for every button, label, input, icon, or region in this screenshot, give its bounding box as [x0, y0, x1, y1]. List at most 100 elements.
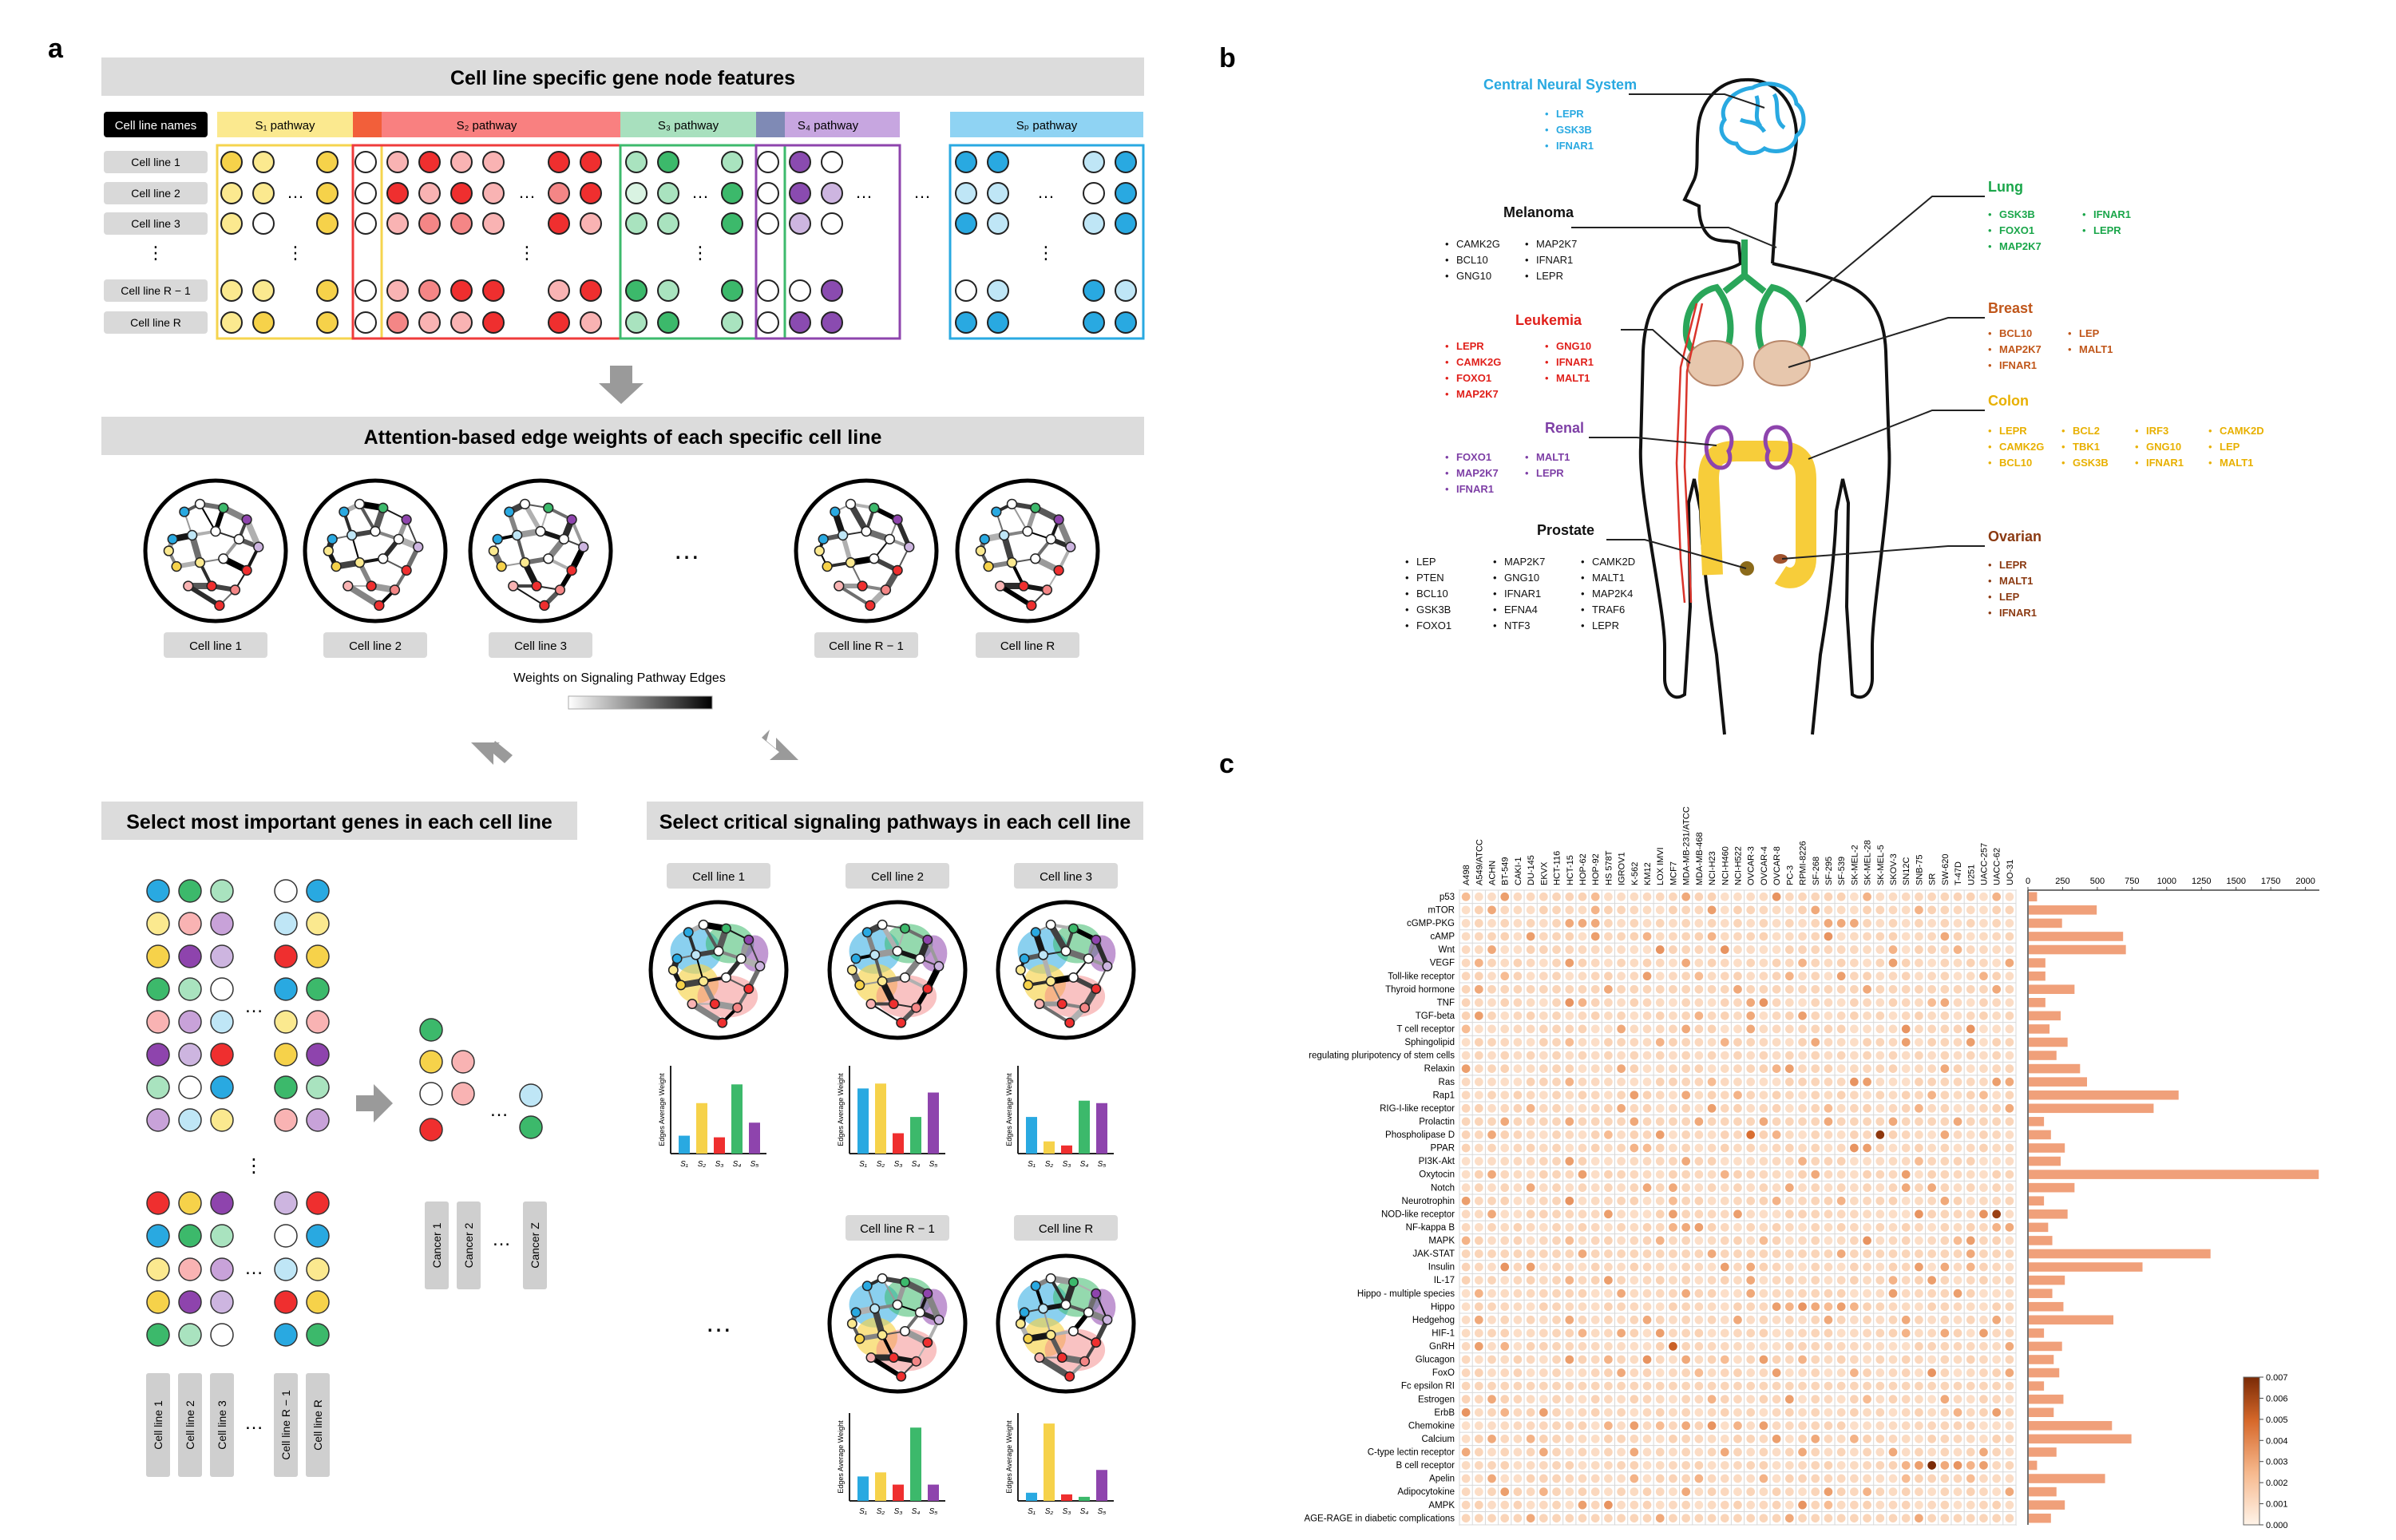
heatmap-cell — [1940, 984, 1950, 994]
cancer-group-title: Breast — [1988, 300, 2033, 316]
heatmap-cell — [1901, 1103, 1911, 1113]
heatmap-cell — [1836, 1222, 1846, 1232]
heatmap-cell — [1992, 1368, 2002, 1377]
heatmap-cell — [1617, 1474, 1626, 1483]
heatmap-cell — [1681, 1024, 1691, 1034]
heatmap-cell — [1694, 1077, 1704, 1087]
row-label: Sphingolipid — [1404, 1038, 1455, 1047]
leader-line — [1621, 329, 1691, 364]
crit-label-box — [846, 863, 949, 889]
heatmap-cell — [1669, 1328, 1677, 1338]
heatmap-cell — [1824, 1328, 1833, 1338]
heatmap-cell — [1979, 932, 1988, 941]
heatmap-cell — [1992, 1328, 2002, 1338]
heatmap-cell — [1630, 1038, 1639, 1047]
heatmap-cell — [1552, 1196, 1561, 1205]
heatmap-cell — [1694, 1289, 1704, 1298]
gene-node — [418, 311, 441, 334]
heatmap-cell — [1784, 1183, 1794, 1193]
heatmap-cell — [1784, 1328, 1794, 1338]
gene-name: LEP — [1416, 556, 1436, 568]
heatmap-cell — [1565, 919, 1574, 928]
heatmap-cell — [1733, 892, 1742, 901]
heatmap-cell — [1461, 1407, 1471, 1417]
heatmap-cell — [1940, 1355, 1950, 1364]
heatmap-cell — [1979, 1407, 1988, 1417]
gene-bullet: • — [1405, 588, 1409, 600]
heatmap-cell — [1617, 1196, 1626, 1205]
heatmap-cell — [1836, 1447, 1846, 1457]
network-node — [578, 541, 589, 552]
body-silhouette — [1745, 77, 1799, 264]
heatmap-cell — [1461, 1183, 1471, 1193]
heatmap-cell — [1992, 1514, 2002, 1523]
heatmap-cell — [1784, 1196, 1794, 1205]
heatmap-cell — [1875, 1487, 1885, 1496]
heatmap-cell — [1798, 1328, 1807, 1338]
bar — [2029, 1156, 2061, 1166]
heatmap-cell — [1875, 1302, 1885, 1312]
heatmap-cell — [1655, 1302, 1665, 1312]
heatmap-cell — [1681, 1315, 1691, 1324]
heatmap-cell — [1513, 1117, 1523, 1126]
heatmap-cell — [1552, 1421, 1561, 1431]
heatmap-cell — [1604, 1130, 1613, 1139]
heatmap-cell — [1552, 1117, 1561, 1126]
heatmap-cell — [1811, 1461, 1820, 1470]
heatmap-cell — [1824, 1130, 1833, 1139]
row-label: Notch — [1431, 1183, 1455, 1193]
heatmap-cell — [1630, 1249, 1639, 1258]
heatmap-cell — [1565, 905, 1574, 915]
heatmap-cell — [1655, 1262, 1665, 1272]
heatmap-cell — [1811, 1395, 1820, 1404]
column-label: HCT-15 — [1566, 855, 1575, 885]
gene-node — [789, 182, 811, 204]
heatmap-cell — [1746, 1011, 1756, 1020]
network-node — [233, 533, 244, 544]
mini-bar — [1061, 1494, 1072, 1501]
heatmap-cell — [1733, 945, 1742, 954]
heatmap-cell — [1811, 972, 1820, 981]
network-node — [413, 541, 424, 552]
heatmap-cell — [1875, 1447, 1885, 1457]
heatmap-cell — [1604, 1024, 1613, 1034]
heatmap-cell — [1966, 1038, 1975, 1047]
heatmap-cell — [1811, 958, 1820, 968]
heatmap-cell — [1487, 1302, 1496, 1312]
mini-bar — [1096, 1103, 1107, 1154]
heatmap-cell — [1669, 1342, 1677, 1351]
heatmap-cell — [1513, 1024, 1523, 1034]
heatmap-cell — [1992, 945, 2002, 954]
network-node — [1060, 1299, 1071, 1310]
heatmap-cell — [1578, 1249, 1587, 1258]
bar — [2029, 1236, 2053, 1245]
heatmap-cell — [1759, 958, 1768, 968]
heatmap-cell — [1707, 892, 1717, 901]
heatmap-cell — [1720, 905, 1729, 915]
heatmap-cell — [1759, 1196, 1768, 1205]
heatmap-cell — [1772, 1024, 1781, 1034]
heatmap-cell — [1875, 1183, 1885, 1193]
heatmap-cell — [1630, 932, 1639, 941]
heatmap-cell — [1772, 1064, 1781, 1073]
heatmap-cell — [1966, 1355, 1975, 1364]
gene-name: CAMK2G — [1456, 356, 1501, 368]
gene-name: IRF3 — [2146, 425, 2168, 437]
heatmap-cell — [1604, 1368, 1613, 1377]
heatmap-cell — [1992, 1302, 2002, 1312]
heatmap-cell — [1655, 1315, 1665, 1324]
heatmap-cell — [1966, 1315, 1975, 1324]
heatmap-cell — [1578, 1143, 1587, 1153]
network-node — [1053, 564, 1064, 576]
heatmap-cell — [1694, 1038, 1704, 1047]
heatmap-cell — [1565, 1487, 1574, 1496]
heatmap-cell — [1940, 1038, 1950, 1047]
gene-node — [625, 311, 648, 334]
heatmap-cell — [1901, 1024, 1911, 1034]
network-node — [401, 514, 412, 525]
gene-name: BCL10 — [1416, 588, 1448, 600]
network-node — [880, 584, 892, 596]
heatmap-cell — [1694, 1500, 1704, 1510]
crit-label: Cell line 1 — [692, 870, 745, 884]
heatmap-cell — [1836, 1381, 1846, 1391]
